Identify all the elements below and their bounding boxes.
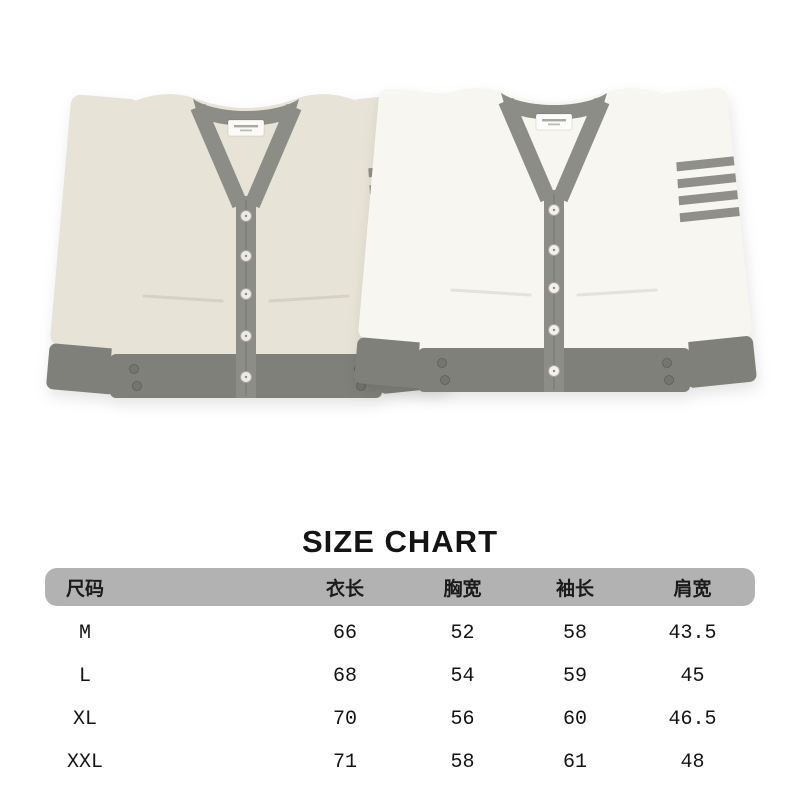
cell-length: 70 — [332, 708, 357, 731]
cardigan-white-photo — [352, 68, 758, 400]
table-row-m: M 66 52 58 43.5 — [45, 612, 755, 655]
cell-shoulder: 48 — [680, 751, 705, 774]
cell-sleeve: 58 — [562, 622, 587, 645]
cell-shoulder: 45 — [680, 665, 705, 688]
table-row-xl: XL 70 56 60 46.5 — [45, 698, 755, 741]
cell-length: 66 — [332, 622, 357, 645]
size-chart-title: SIZE CHART — [302, 524, 498, 559]
cell-length: 71 — [332, 751, 357, 774]
table-row-l: L 68 54 59 45 — [45, 655, 755, 698]
column-header-chest: 胸宽 — [443, 578, 482, 600]
column-header-size: 尺码 — [65, 578, 104, 600]
cell-shoulder: 43.5 — [668, 622, 717, 645]
cell-shoulder: 46.5 — [668, 708, 717, 731]
cell-chest: 52 — [450, 622, 475, 645]
cell-size: XXL — [66, 751, 103, 774]
cell-sleeve: 60 — [562, 708, 587, 731]
column-header-sleeve: 袖长 — [555, 578, 594, 600]
size-chart-body: M 66 52 58 43.5 L 68 54 59 45 XL 70 56 6… — [45, 612, 755, 784]
cell-size: L — [78, 665, 91, 688]
size-chart-header-row: 尺码 衣长 胸宽 袖长 肩宽 — [45, 568, 755, 606]
column-header-shoulder: 肩宽 — [673, 578, 712, 600]
column-header-length: 衣长 — [325, 578, 364, 600]
cell-length: 68 — [332, 665, 357, 688]
cell-sleeve: 61 — [562, 751, 587, 774]
table-row-xxl: XXL 71 58 61 48 — [45, 741, 755, 784]
cell-sleeve: 59 — [562, 665, 587, 688]
cell-chest: 56 — [450, 708, 475, 731]
cell-size: M — [78, 622, 91, 645]
cell-chest: 58 — [450, 751, 475, 774]
cell-size: XL — [72, 708, 97, 731]
cell-chest: 54 — [450, 665, 475, 688]
